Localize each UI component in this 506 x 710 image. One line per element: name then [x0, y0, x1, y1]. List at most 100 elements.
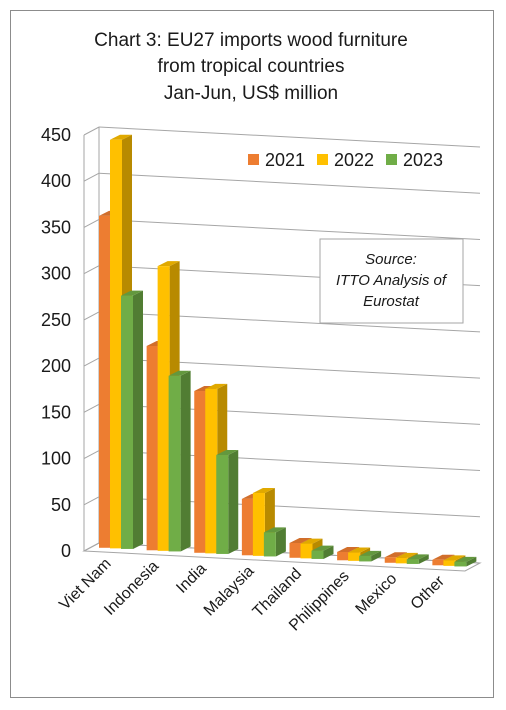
bar-top-face	[311, 545, 334, 551]
legend-label-2021: 2021	[265, 150, 305, 170]
y-tick-label: 200	[41, 356, 71, 376]
bar-front-face	[311, 550, 324, 559]
bar-front-face	[300, 543, 313, 559]
plot-walls	[82, 127, 482, 572]
y-tick-label: 50	[51, 495, 71, 515]
bar-side-face	[371, 550, 382, 562]
bar-front-face	[289, 542, 302, 558]
bar-top-face	[263, 527, 286, 533]
bar-front-face	[263, 532, 276, 557]
bar-mexico-2023	[406, 554, 429, 564]
y-tick-label: 250	[41, 310, 71, 330]
x-category-label: Other	[408, 572, 449, 613]
legend-swatch-2021	[248, 154, 259, 165]
gridline-side	[83, 496, 100, 506]
gridline-side	[83, 542, 100, 552]
bar-front-face	[406, 559, 419, 564]
bar-front-face	[216, 455, 229, 554]
bar-top-face	[157, 261, 180, 267]
bar-side-face	[228, 450, 239, 554]
bar-thailand-2023	[311, 545, 334, 559]
bar-front-face	[348, 552, 361, 561]
bar-front-face	[395, 557, 408, 564]
bar-viet-nam-2023	[121, 290, 143, 549]
gridlines	[83, 126, 481, 564]
bar-top-face	[205, 383, 228, 389]
bars	[99, 134, 477, 567]
y-tick-label: 0	[61, 541, 71, 561]
gridline-side	[83, 172, 100, 182]
chart-title-line-3: Jan-Jun, US$ million	[164, 83, 338, 104]
bar-indonesia-2023	[168, 370, 191, 552]
bar-top-face	[443, 555, 466, 561]
chart-svg: Chart 3: EU27 imports wood furniture fro…	[41, 30, 482, 635]
legend-swatch-2023	[386, 154, 397, 165]
bar-top-face	[406, 554, 429, 560]
bar-front-face	[443, 560, 456, 566]
bar-top-face	[348, 547, 371, 553]
bar-front-face	[241, 498, 254, 556]
y-tick-label: 350	[41, 217, 71, 237]
bar-india-2023	[216, 450, 239, 554]
bar-top-face	[395, 552, 418, 558]
gridline-side	[83, 357, 100, 367]
y-axis-ticks: 450 400 350 300 250 200 150 100 50 0	[41, 125, 71, 561]
bar-front-face	[110, 139, 122, 549]
legend: 2021 2022 2023	[248, 150, 443, 170]
gridline	[98, 172, 481, 194]
bar-top-face	[168, 370, 191, 376]
bar-top-face	[432, 554, 455, 560]
source-note: Source: ITTO Analysis of Eurostat	[319, 238, 464, 324]
source-note-line-3: Eurostat	[363, 293, 420, 310]
bar-top-face	[300, 538, 323, 544]
y-tick-label: 150	[41, 402, 71, 422]
bar-top-face	[121, 290, 143, 296]
y-tick-label: 400	[41, 171, 71, 191]
bar-top-face	[359, 550, 382, 556]
legend-swatch-2022	[317, 154, 328, 165]
bar-top-face	[252, 488, 275, 494]
gridline-side	[83, 265, 100, 275]
x-category-label: Malaysia	[201, 563, 258, 620]
bar-front-face	[252, 493, 265, 556]
bar-front-face	[205, 388, 218, 554]
x-category-label: Mexico	[353, 570, 401, 618]
bar-front-face	[337, 551, 350, 561]
source-note-box	[319, 238, 464, 324]
gridline-side	[83, 219, 100, 228]
y-tick-label: 450	[41, 125, 71, 145]
source-note-line-2: ITTO Analysis of	[336, 272, 448, 289]
chart-title-line-2: from tropical countries	[158, 56, 345, 77]
bar-top-face	[289, 537, 312, 543]
gridline	[98, 218, 481, 240]
bar-front-face	[99, 215, 111, 548]
bar-philippines-2023	[359, 550, 382, 562]
chart-frame: Chart 3: EU27 imports wood furniture fro…	[10, 10, 494, 698]
bar-side-face	[418, 554, 429, 564]
bar-front-face	[384, 557, 397, 563]
chart-title-line-1: Chart 3: EU27 imports wood furniture	[94, 30, 408, 51]
bar-front-face	[168, 375, 181, 552]
gridline-side	[83, 450, 100, 459]
bar-front-face	[146, 345, 159, 551]
gridline	[98, 126, 481, 148]
bar-side-face	[323, 545, 334, 559]
gridline-side	[83, 403, 100, 413]
legend-label-2023: 2023	[403, 150, 443, 170]
gridline-side	[83, 126, 100, 136]
bar-front-face	[194, 391, 207, 553]
bar-malaysia-2023	[263, 527, 286, 557]
source-note-line-1: Source:	[365, 251, 417, 268]
bar-front-face	[157, 266, 170, 551]
bar-front-face	[432, 559, 445, 566]
bar-front-face	[454, 561, 467, 567]
bar-top-face	[337, 546, 360, 552]
y-tick-label: 300	[41, 264, 71, 284]
bar-side-face	[133, 290, 143, 549]
bar-side-face	[180, 370, 191, 552]
bar-side-face	[466, 556, 477, 567]
bar-top-face	[454, 556, 477, 562]
bar-top-face	[216, 450, 239, 456]
legend-label-2022: 2022	[334, 150, 374, 170]
x-category-label: India	[173, 560, 210, 597]
